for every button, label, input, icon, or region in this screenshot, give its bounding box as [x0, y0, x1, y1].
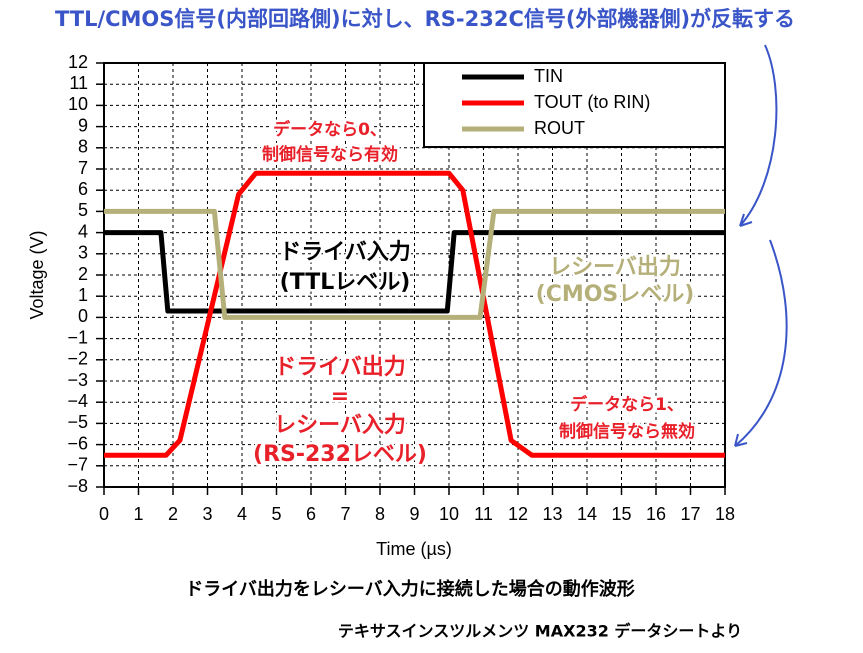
series-line [104, 170, 725, 458]
arrow [734, 239, 788, 447]
x-tick-label: 12 [508, 504, 528, 524]
arrow [739, 44, 778, 227]
annotation: ドライバ出力 [274, 355, 406, 380]
y-tick-label: −3 [67, 370, 88, 390]
x-tick-label: 11 [474, 504, 493, 524]
y-tick-label: 9 [78, 115, 88, 135]
annotation-halo: ドライバ入力 [279, 240, 411, 265]
x-tick-label: 4 [237, 504, 247, 524]
x-axis-label: Time (µs) [376, 539, 452, 559]
y-tick-label: 12 [68, 52, 88, 72]
y-tick-label: −8 [67, 476, 88, 496]
y-tick-label: 4 [78, 221, 88, 241]
plot-frame [103, 62, 726, 488]
y-tick-label: −1 [67, 327, 88, 347]
y-tick-label: 6 [78, 179, 88, 199]
y-tick-label: 7 [78, 158, 88, 178]
annotation: データなら0、 [273, 119, 387, 140]
annotation-halo: 制御信号なら無効 [559, 421, 695, 442]
annotation: 制御信号なら無効 [559, 421, 695, 442]
annotation: (RS-232レベル) [253, 442, 427, 467]
annotation-halo: = [331, 384, 349, 409]
annotation-halo: (TTLレベル) [280, 270, 411, 295]
y-tick-label: 2 [78, 264, 88, 284]
legend-label: ROUT [534, 118, 585, 138]
annotation-halo: 制御信号なら有効 [262, 144, 398, 165]
annotation-halo: データなら1、 [570, 394, 684, 415]
x-tick-label: 7 [340, 504, 350, 524]
annotation-halo: (RS-232レベル) [253, 442, 427, 467]
annotation: = [331, 384, 349, 409]
annotation: (CMOSレベル) [536, 282, 695, 307]
y-tick-label: 10 [68, 94, 88, 114]
annotation-halo: データなら0、 [273, 119, 387, 140]
x-tick-label: 13 [542, 504, 562, 524]
x-tick-label: 5 [271, 504, 281, 524]
annotation: レシーバ入力 [274, 413, 406, 438]
y-tick-label: 8 [78, 137, 88, 157]
y-tick-label: 11 [69, 73, 88, 93]
y-tick-label: 5 [78, 200, 88, 220]
annotation-halo: レシーバ出力 [549, 255, 681, 280]
annotation: データなら1、 [570, 394, 684, 415]
x-tick-label: 0 [99, 504, 109, 524]
y-tick-label: −7 [67, 455, 88, 475]
series-line [104, 208, 725, 320]
y-tick-label: 1 [78, 285, 88, 305]
y-tick-label: −2 [67, 349, 88, 369]
x-tick-label: 10 [439, 504, 459, 524]
x-tick-label: 2 [168, 504, 178, 524]
x-tick-label: 17 [680, 504, 700, 524]
source: テキサスインスツルメンツ MAX232 データシートより [338, 622, 742, 641]
y-tick-label: −6 [67, 433, 88, 453]
x-tick-label: 1 [133, 504, 143, 524]
x-tick-label: 8 [375, 504, 385, 524]
annotation: (TTLレベル) [280, 270, 411, 295]
y-tick-label: 0 [78, 306, 88, 326]
annotation-halo: (CMOSレベル) [536, 282, 695, 307]
x-tick-label: 15 [611, 504, 631, 524]
arrows [734, 44, 788, 447]
arrow-head [739, 213, 753, 227]
y-tick-label: −4 [67, 391, 88, 411]
y-tick-label: −5 [67, 412, 88, 432]
y-tick-label: 3 [78, 243, 88, 263]
caption: ドライバ出力をレシーバ入力に接続した場合の動作波形 [185, 578, 634, 600]
annotation: ドライバ入力 [279, 240, 411, 265]
x-tick-label: 18 [715, 504, 735, 524]
x-tick-label: 9 [409, 504, 419, 524]
x-tick-label: 6 [306, 504, 316, 524]
y-axis-label: Voltage (V) [27, 230, 47, 319]
series-line [104, 230, 725, 314]
x-tick-label: 16 [646, 504, 666, 524]
annotation-halo: レシーバ入力 [274, 413, 406, 438]
x-tick-label: 3 [202, 504, 212, 524]
annotation: 制御信号なら有効 [262, 144, 398, 165]
legend-label: TOUT (to RIN) [534, 92, 650, 112]
chart-title: TTL/CMOS信号(内部回路側)に対し、RS-232C信号(外部機器側)が反転… [55, 7, 795, 31]
x-tick-label: 14 [577, 504, 597, 524]
arrow-head [734, 433, 748, 447]
annotation-halo: ドライバ出力 [274, 355, 406, 380]
annotation: レシーバ出力 [549, 255, 681, 280]
legend-label: TIN [534, 66, 563, 86]
